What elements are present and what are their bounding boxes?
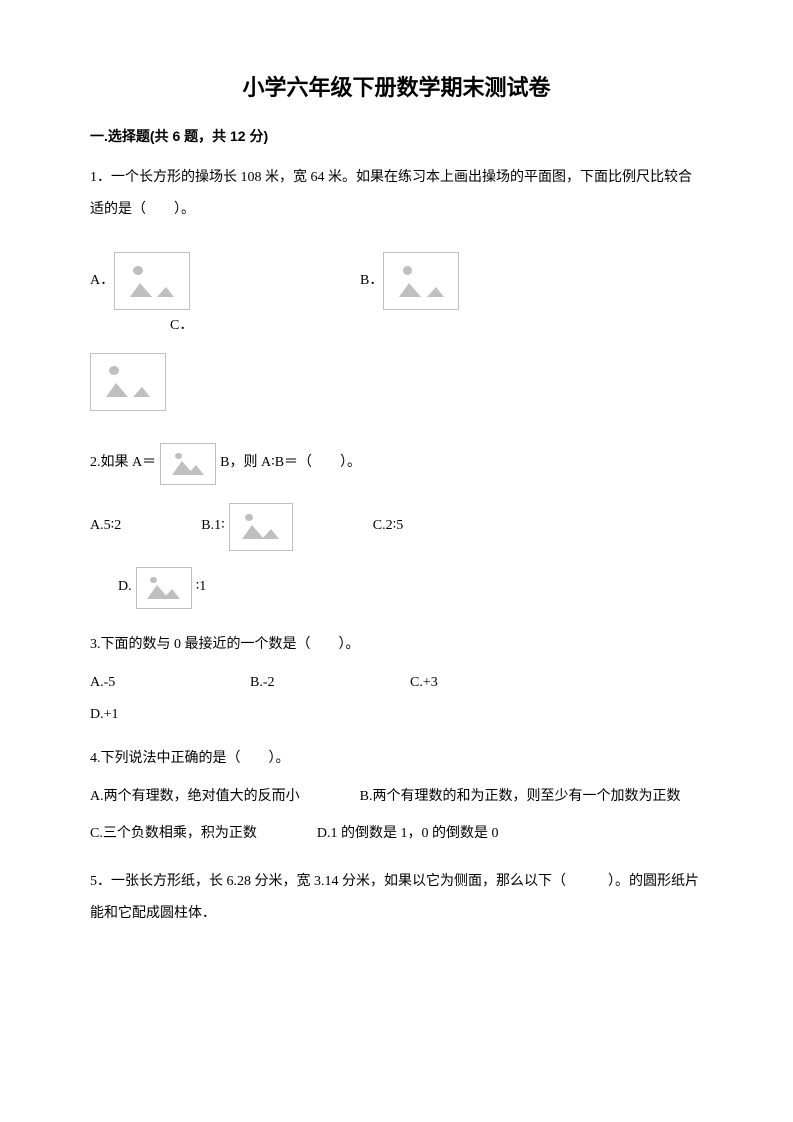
q3-option-a: A.-5 (90, 667, 230, 699)
section-header: 一.选择题(共 6 题，共 12 分) (90, 126, 703, 146)
q1-text: 1．一个长方形的操场长 108 米，宽 64 米。如果在练习本上画出操场的平面图… (90, 162, 703, 226)
question-3: 3.下面的数与 0 最接近的一个数是（ ）。 A.-5 B.-2 C.+3 D.… (90, 629, 703, 732)
image-placeholder-icon (383, 252, 459, 310)
page-title: 小学六年级下册数学期末测试卷 (90, 70, 703, 102)
image-placeholder-icon (229, 503, 293, 551)
q2-options-row1: A.5∶2 B.1∶ C.2∶5 (90, 503, 703, 551)
q3-option-d: D.+1 (90, 699, 230, 731)
q2-prefix: 2.如果 A＝ (90, 447, 156, 479)
q2-option-c: C.2∶5 (373, 510, 403, 542)
q3-options: A.-5 B.-2 C.+3 D.+1 (90, 667, 703, 731)
q1-option-c-label: C． (170, 310, 193, 342)
image-placeholder-icon (114, 252, 190, 310)
image-placeholder-icon (160, 443, 216, 485)
q1-option-b: B． (360, 252, 530, 310)
q2-option-b: B.1∶ (201, 503, 292, 551)
q2-option-b-label: B.1∶ (201, 510, 224, 542)
question-4: 4.下列说法中正确的是（ ）。 A.两个有理数，绝对值大的反而小 B.两个有理数… (90, 743, 703, 854)
q4-option-a: A.两个有理数，绝对值大的反而小 (90, 781, 300, 813)
q2-option-a: A.5∶2 (90, 510, 121, 542)
q5-text: 5．一张长方形纸，长 6.28 分米，宽 3.14 分米，如果以它为侧面，那么以… (90, 866, 703, 930)
q2-text: 2.如果 A＝ B，则 A∶B＝（ ）。 (90, 443, 703, 485)
q2-option-d: D. ∶1 (118, 567, 703, 609)
q1-options-row2 (90, 353, 703, 411)
q2-option-d-pre: D. (118, 571, 132, 603)
q4-options-row1: A.两个有理数，绝对值大的反而小 B.两个有理数的和为正数，则至少有一个加数为正… (90, 781, 703, 817)
q4-option-c: C.三个负数相乘，积为正数 (90, 818, 257, 850)
q4-options-row2: C.三个负数相乘，积为正数 D.1 的倒数是 1，0 的倒数是 0 (90, 818, 703, 854)
question-2: 2.如果 A＝ B，则 A∶B＝（ ）。 A.5∶2 B.1∶ C.2∶5 D.… (90, 443, 703, 609)
q1-option-b-label: B． (360, 265, 383, 297)
question-1: 1．一个长方形的操场长 108 米，宽 64 米。如果在练习本上画出操场的平面图… (90, 162, 703, 411)
q1-options-row1: A． B． C． (90, 252, 703, 342)
q2-middle: B，则 A∶B＝（ ）。 (220, 447, 361, 479)
q2-option-d-post: ∶1 (196, 571, 207, 603)
image-placeholder-icon (136, 567, 192, 609)
q4-option-b: B.两个有理数的和为正数，则至少有一个加数为正数 (360, 781, 681, 813)
image-placeholder-icon (90, 353, 166, 411)
q4-text: 4.下列说法中正确的是（ ）。 (90, 743, 703, 775)
q4-option-d: D.1 的倒数是 1，0 的倒数是 0 (317, 818, 499, 850)
q3-text: 3.下面的数与 0 最接近的一个数是（ ）。 (90, 629, 703, 661)
q3-option-b: B.-2 (250, 667, 390, 699)
q3-option-c: C.+3 (410, 667, 550, 699)
question-5: 5．一张长方形纸，长 6.28 分米，宽 3.14 分米，如果以它为侧面，那么以… (90, 866, 703, 930)
q1-option-a: A． (90, 252, 260, 310)
q1-option-a-label: A． (90, 265, 114, 297)
